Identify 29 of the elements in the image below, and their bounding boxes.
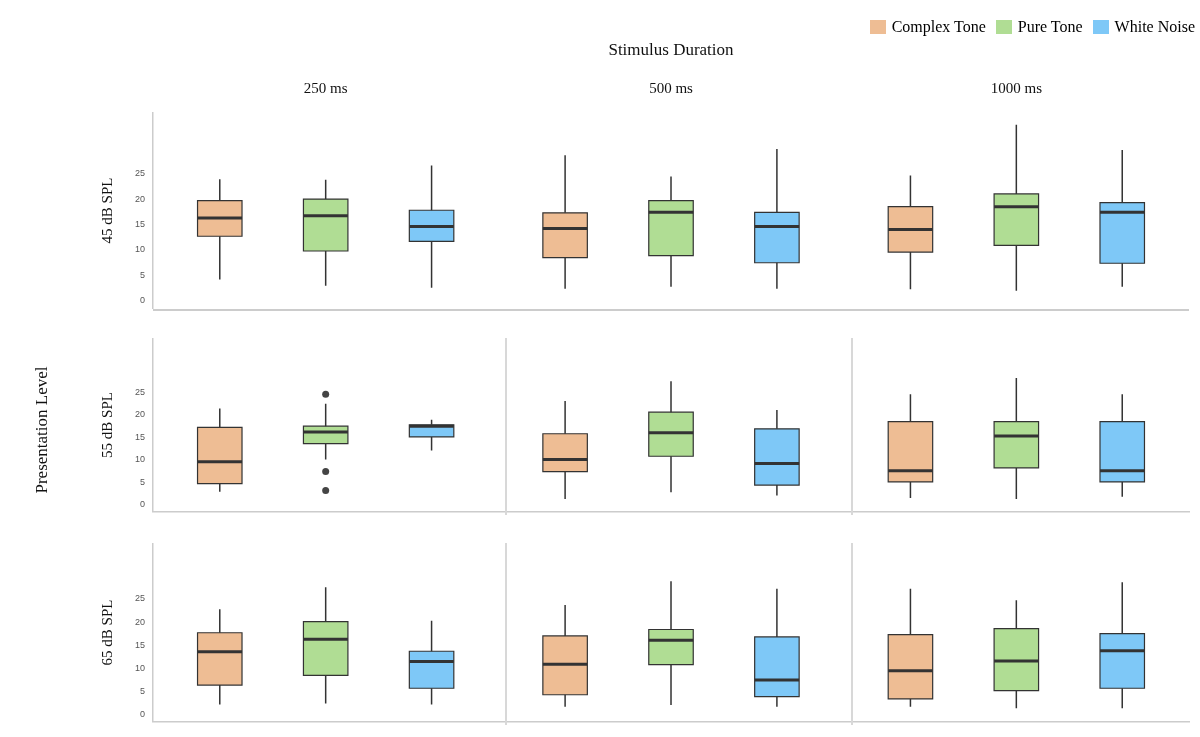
- y-tick-label: 5: [140, 476, 146, 487]
- legend-label: Complex Tone: [891, 18, 986, 36]
- y-tick-label: 20: [135, 193, 146, 204]
- legend-label: Pure Tone: [1017, 18, 1083, 36]
- y-tick-label: 25: [135, 168, 146, 179]
- y-tick-label: 0: [140, 499, 146, 510]
- y-tick-label: 20: [135, 409, 146, 420]
- legend-label: White Noise: [1114, 18, 1195, 36]
- y-tick-label: 15: [135, 219, 146, 229]
- x-tick-label: 1000 ms: [990, 80, 1043, 97]
- y-tick-label: 0: [140, 295, 146, 306]
- y-axis-title: 45 dB SPL: [98, 177, 115, 244]
- y-tick-label: 10: [135, 454, 146, 465]
- y-tick-label: 15: [135, 431, 146, 442]
- x-axis-title: Stimulus Duration: [608, 39, 735, 59]
- y-tick-label: 10: [135, 662, 146, 673]
- y-tick-label: 25: [135, 386, 146, 397]
- x-tick-label: 250 ms: [303, 80, 348, 97]
- y-axis-title: 65 dB SPL: [98, 599, 115, 666]
- y-axis-title: 55 dB SPL: [98, 392, 115, 458]
- text: Presentation Level: [32, 366, 52, 494]
- y-tick-label: 5: [140, 686, 146, 696]
- y-tick-label: 0: [140, 709, 146, 720]
- y-tick-label: 5: [140, 269, 146, 280]
- x-tick-label: 500 ms: [649, 80, 694, 97]
- y-tick-label: 10: [135, 244, 146, 255]
- y-tick-label: 25: [135, 593, 146, 604]
- y-tick-label: 15: [135, 639, 146, 650]
- y-tick-label: 20: [135, 616, 146, 627]
